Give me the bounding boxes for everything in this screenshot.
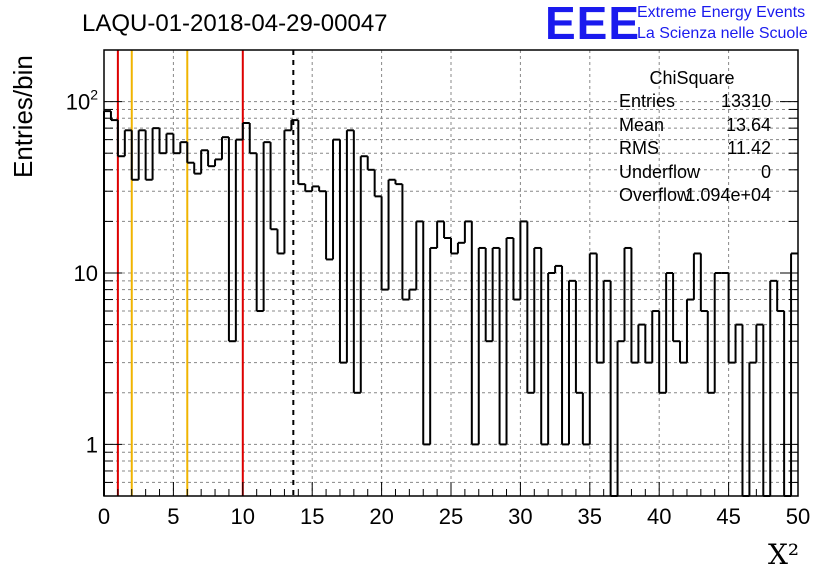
stats-title: ChiSquare <box>649 68 735 88</box>
stats-row-rms: RMS 11.42 <box>613 137 771 161</box>
x-axis-label: X² <box>768 538 799 571</box>
stats-value: 13.64 <box>725 114 771 135</box>
x-tick-label: 45 <box>716 504 740 529</box>
x-tick-label: 50 <box>786 504 810 529</box>
stats-row-mean: Mean 13.64 <box>613 114 771 138</box>
stats-key: Mean <box>619 114 665 135</box>
stats-row-entries: Entries 13310 <box>613 90 771 114</box>
stats-key: Overflow <box>619 185 691 205</box>
x-tick-label: 20 <box>369 504 393 529</box>
logo-subtitle-1: Extreme Energy Events <box>637 4 806 21</box>
x-tick-label: 40 <box>647 504 671 529</box>
stats-key: Underflow <box>619 161 701 182</box>
stats-value: 1.094e+04 <box>685 185 771 205</box>
y-tick-label: 1 <box>86 432 98 457</box>
y-tick-label: 10 <box>74 261 98 286</box>
y-tick-label: 102 <box>66 87 98 115</box>
stats-key: Entries <box>619 91 676 111</box>
x-tick-label: 15 <box>300 504 324 529</box>
x-tick-label: 10 <box>231 504 255 529</box>
stats-key: RMS <box>619 138 659 158</box>
stats-value: 11.42 <box>727 138 771 158</box>
logo-subtitle-2: La Scienza nelle Scuole <box>637 25 808 42</box>
stats-row-overflow: Overflow 1.094e+04 <box>613 184 771 208</box>
stats-row-underflow: Underflow 0 <box>613 161 771 185</box>
x-tick-label: 25 <box>439 504 463 529</box>
stats-value: 13310 <box>720 91 771 111</box>
x-tick-label: 35 <box>578 504 602 529</box>
x-tick-label: 5 <box>167 504 179 529</box>
histogram-bins <box>103 110 798 497</box>
x-tick-label: 0 <box>98 504 110 529</box>
stats-box: ChiSquare Entries 13310 Mean 13.64 RMS 1… <box>613 66 771 208</box>
page-title: LAQU-01-2018-04-29-00047 <box>82 10 388 37</box>
x-tick-label: 30 <box>508 504 532 529</box>
y-axis-label: Entries/bin <box>8 55 38 178</box>
eee-logo: EEE <box>545 0 641 49</box>
stats-value: 0 <box>760 161 771 182</box>
